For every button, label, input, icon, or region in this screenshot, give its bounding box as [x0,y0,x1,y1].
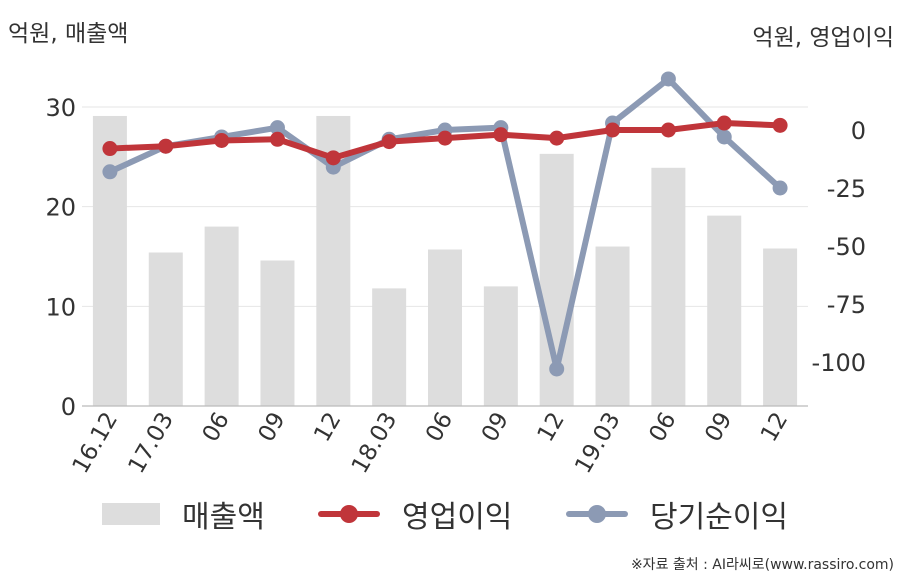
operating-profit-point [660,122,676,138]
operating-profit-point [381,134,397,150]
legend-label-revenue: 매출액 [182,500,265,535]
operating-profit-point [549,130,565,146]
operating-profit-point [158,138,174,154]
revenue-bar [483,286,518,406]
x-axis-tick-label: 19.03 [570,408,625,478]
revenue-bar [595,246,630,406]
legend-label-net-income: 당기순이익 [650,500,788,535]
revenue-bar [148,252,183,406]
x-axis-tick-label: 17.03 [124,408,179,478]
legend-label-operating-profit: 영업이익 [402,500,513,535]
x-axis-tick-label: 12 [756,408,793,446]
right-axis-unit-label: 억원, 영업이익 [752,25,894,51]
operating-profit-point [605,122,621,138]
revenue-bar [763,248,798,406]
net-income-point [269,120,285,136]
revenue-bar [428,249,462,406]
net-income-point [102,164,118,180]
revenue-bar [651,167,686,406]
left-axis-tick-label: 30 [45,94,76,122]
right-axis-tick-label: -25 [827,175,866,203]
x-axis-tick-label: 09 [477,408,514,446]
left-axis-unit-label: 억원, 매출액 [8,21,129,47]
operating-profit-point [716,115,732,131]
right-axis-tick-label: -75 [827,291,866,319]
operating-profit-point [269,131,285,147]
revenue-bar [92,115,127,406]
net-income-point [772,180,788,196]
chart-legend: 매출액 영업이익 당기순이익 [0,492,908,542]
x-axis-tick-label: 06 [198,408,235,446]
right-axis-tick-label: -100 [812,349,866,377]
revenue-bar [204,226,239,406]
operating-profit-point [325,150,341,166]
legend-swatch-revenue [102,503,160,525]
right-axis-tick-label: -50 [827,233,866,261]
operating-profit-point [437,130,453,146]
operating-profit-point [493,127,509,143]
x-axis-tick-label: 09 [254,408,291,446]
net-income-point [660,71,676,87]
revenue-bar [707,215,742,406]
x-axis-tick-label: 12 [533,408,570,446]
net-income-point [716,129,732,145]
operating-profit-point [102,141,118,157]
legend-item-operating-profit: 영업이익 [318,492,512,536]
revenue-bar [260,260,295,406]
net-income-point [549,361,565,377]
legend-item-net-income: 당기순이익 [566,492,788,536]
left-axis-tick-label: 0 [61,393,76,421]
x-axis-tick-label: 06 [644,408,681,446]
x-axis-tick-label: 12 [309,408,346,446]
x-axis-tick-label: 18.03 [347,408,402,478]
legend-swatch-operating-profit [318,503,380,525]
source-credit: ※자료 출처 : AI라씨로(www.rassiro.com) [630,557,894,573]
legend-swatch-net-income [566,503,628,525]
operating-profit-point [214,132,230,148]
left-axis-tick-label: 10 [45,293,76,321]
revenue-bar [372,288,407,406]
x-axis-tick-label: 09 [700,408,737,446]
x-axis-tick-label: 06 [421,408,458,446]
left-axis-tick-label: 20 [45,194,76,222]
right-axis-tick-label: 0 [851,117,866,145]
legend-item-revenue: 매출액 [102,492,265,536]
operating-profit-point [772,117,788,133]
